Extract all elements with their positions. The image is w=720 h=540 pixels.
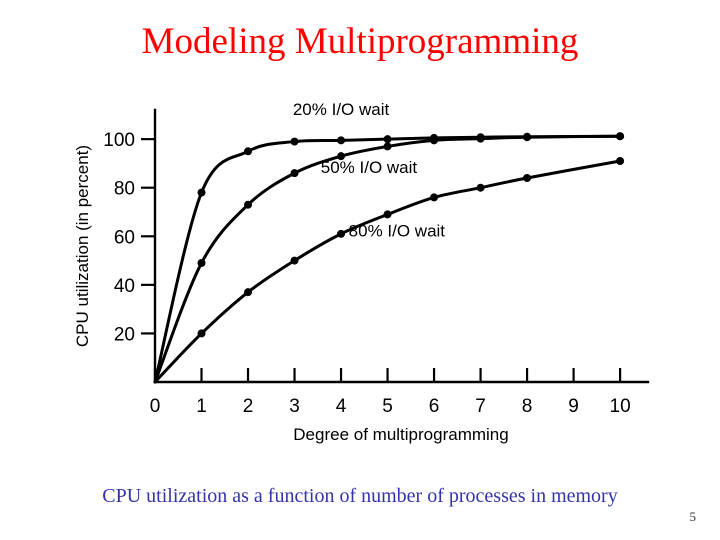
series-marker (337, 136, 346, 145)
series-marker (616, 132, 625, 141)
series-marker (337, 152, 346, 161)
series-marker (430, 136, 439, 145)
series-marker (244, 200, 253, 209)
x-tick-label: 1 (196, 396, 207, 417)
x-tick-label: 6 (429, 396, 440, 417)
series-marker (476, 183, 485, 192)
x-tick-label: 0 (150, 396, 161, 417)
series-curve-1 (153, 134, 622, 384)
y-axis-tick-labels: 20 40 60 80 100 (103, 130, 135, 345)
x-tick-label: 3 (289, 396, 300, 417)
series-marker (383, 210, 392, 219)
chart-svg: 20 40 60 80 100 0 1 2 3 4 5 6 7 8 9 10 20% I/O wait 50%… (73, 100, 650, 444)
cpu-utilization-chart: 20 40 60 80 100 0 1 2 3 4 5 6 7 8 9 10 20% I/O wait 50%… (60, 100, 670, 460)
series-marker (616, 157, 625, 165)
series-marker (197, 329, 206, 338)
chart-data-markers (197, 132, 625, 338)
series-marker (523, 174, 532, 182)
series-marker (244, 288, 253, 297)
series-marker (290, 169, 299, 178)
series-marker (244, 147, 253, 156)
page-title: Modeling Multiprogramming (141, 21, 579, 62)
y-tick-label: 40 (114, 276, 135, 297)
x-tick-label: 5 (382, 396, 393, 417)
series-marker (383, 142, 392, 151)
y-tick-label: 80 (114, 179, 135, 200)
y-axis-title: CPU utilization (in percent) (73, 145, 92, 347)
x-tick-label: 7 (475, 396, 486, 417)
series-marker (290, 256, 299, 265)
series-marker (523, 133, 532, 142)
series-curve-2 (153, 159, 622, 384)
x-tick-label: 2 (243, 396, 254, 417)
chart-axes (153, 108, 650, 384)
series-marker (290, 137, 299, 146)
series-marker (383, 135, 392, 144)
x-tick-label: 9 (568, 396, 579, 417)
series-label-2: 80% I/O wait (349, 221, 446, 240)
y-tick-label: 60 (114, 227, 135, 248)
y-tick-label: 100 (103, 130, 135, 151)
series-marker (197, 259, 206, 267)
series-marker (476, 134, 485, 143)
series-label-0: 20% I/O wait (293, 100, 390, 119)
slide-number: 5 (689, 509, 697, 524)
slide-caption: CPU utilization as a function of number … (102, 485, 618, 507)
series-marker (197, 188, 206, 197)
x-tick-label: 4 (336, 396, 347, 417)
series-label-1: 50% I/O wait (321, 158, 418, 177)
y-tick-label: 20 (114, 324, 135, 345)
y-axis-ticks (141, 138, 155, 335)
x-tick-label: 8 (522, 396, 533, 417)
x-axis-tick-labels: 0 1 2 3 4 5 6 7 8 9 10 (150, 396, 631, 417)
chart-series-labels: 20% I/O wait 50% I/O wait 80% I/O wait (293, 100, 445, 240)
x-tick-label: 10 (610, 396, 631, 417)
x-axis-title: Degree of multiprogramming (293, 425, 508, 444)
x-axis-ticks (153, 368, 622, 382)
series-marker (337, 229, 346, 238)
series-marker (430, 193, 439, 202)
